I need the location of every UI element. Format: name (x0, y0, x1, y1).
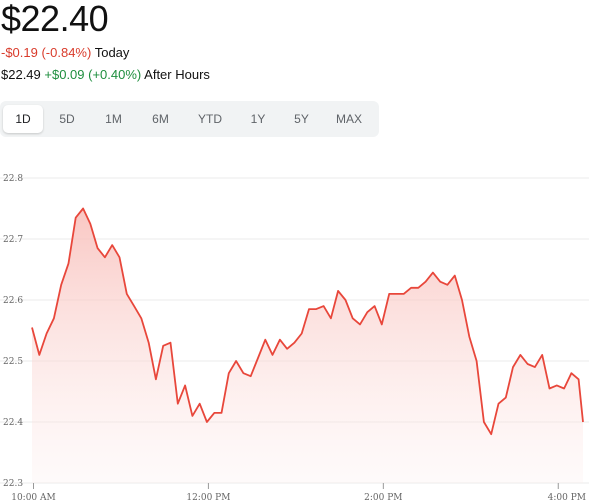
price-area (32, 208, 583, 483)
tab-max[interactable]: MAX (335, 112, 362, 126)
after-hours-label: After Hours (144, 67, 210, 82)
y-tick-label: 22.7 (3, 235, 23, 245)
after-hours-price: $22.49 (1, 67, 41, 82)
today-change-row: -$0.19 (-0.84%) Today (1, 44, 129, 62)
today-label: Today (94, 45, 130, 60)
price-line (31, 207, 584, 436)
x-tick-label: 12:00 PM (186, 493, 230, 503)
after-hours-row: $22.49 +$0.09 (+0.40%) After Hours (1, 66, 210, 84)
tab-5y[interactable]: 5Y (294, 112, 309, 126)
current-price: $22.40 (1, 0, 109, 39)
tab-6m[interactable]: 6M (152, 112, 169, 126)
tab-5d[interactable]: 5D (59, 112, 75, 126)
tab-1y[interactable]: 1Y (250, 112, 266, 126)
tab-ytd[interactable]: YTD (198, 112, 222, 126)
after-hours-change: +$0.09 (+0.40%) (44, 67, 142, 82)
range-tabs: 1D 5D 1M 6M YTD 1Y 5Y MAX (0, 101, 379, 137)
today-change: -$0.19 (-0.84%) (1, 45, 92, 60)
y-tick-label: 22.8 (3, 174, 23, 184)
y-tick-label: 22.6 (3, 296, 23, 306)
x-tick-label: 10:00 AM (11, 493, 56, 503)
y-tick-label: 22.5 (3, 357, 23, 367)
x-tick-label: 2:00 PM (364, 493, 402, 503)
y-tick-label: 22.4 (3, 418, 23, 428)
tab-1d[interactable]: 1D (3, 105, 43, 133)
tab-1m[interactable]: 1M (105, 112, 122, 126)
y-tick-label: 22.3 (3, 479, 23, 489)
x-tick-label: 4:00 PM (548, 493, 586, 503)
